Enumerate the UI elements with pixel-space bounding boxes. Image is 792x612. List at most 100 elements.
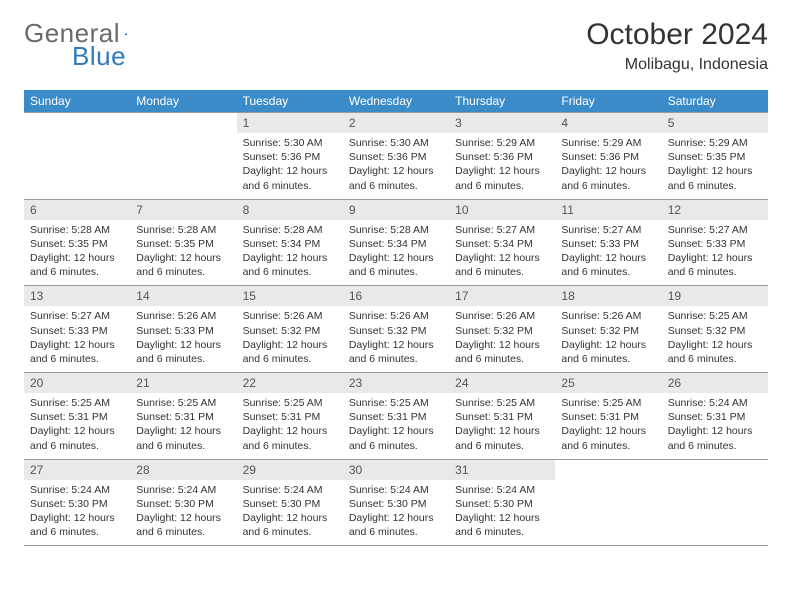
day-detail: Sunrise: 5:28 AMSunset: 5:34 PMDaylight:… bbox=[237, 220, 343, 286]
day-number-row: 17 bbox=[449, 285, 555, 306]
day-number-row: 24 bbox=[449, 372, 555, 393]
day-number: 11 bbox=[555, 200, 661, 220]
day-number-row: 9 bbox=[343, 199, 449, 220]
day-detail: Sunrise: 5:27 AMSunset: 5:34 PMDaylight:… bbox=[449, 220, 555, 286]
day-number: 22 bbox=[237, 373, 343, 393]
page-subtitle: Molibagu, Indonesia bbox=[586, 56, 768, 74]
day-detail: Sunrise: 5:25 AMSunset: 5:31 PMDaylight:… bbox=[130, 393, 236, 459]
day-number-row: 5 bbox=[662, 112, 768, 133]
day-number: 8 bbox=[237, 200, 343, 220]
day-number: 4 bbox=[555, 113, 661, 133]
day-detail: Sunrise: 5:25 AMSunset: 5:31 PMDaylight:… bbox=[555, 393, 661, 459]
day-number-row: 4 bbox=[555, 112, 661, 133]
day-detail: Sunrise: 5:27 AMSunset: 5:33 PMDaylight:… bbox=[555, 220, 661, 286]
day-number: 5 bbox=[662, 113, 768, 133]
logo-word2: Blue bbox=[72, 41, 126, 71]
day-number: 26 bbox=[662, 373, 768, 393]
day-header: Sunday bbox=[24, 90, 130, 112]
day-number: 13 bbox=[24, 286, 130, 306]
day-number: 23 bbox=[343, 373, 449, 393]
day-number-row: 6 bbox=[24, 199, 130, 220]
day-number: 1 bbox=[237, 113, 343, 133]
day-number: 17 bbox=[449, 286, 555, 306]
day-number: 30 bbox=[343, 460, 449, 480]
day-number: 10 bbox=[449, 200, 555, 220]
day-header: Friday bbox=[555, 90, 661, 112]
day-detail: Sunrise: 5:29 AMSunset: 5:35 PMDaylight:… bbox=[662, 133, 768, 199]
day-detail: Sunrise: 5:28 AMSunset: 5:34 PMDaylight:… bbox=[343, 220, 449, 286]
day-detail: Sunrise: 5:24 AMSunset: 5:30 PMDaylight:… bbox=[130, 480, 236, 546]
day-number: 14 bbox=[130, 286, 236, 306]
day-detail: Sunrise: 5:24 AMSunset: 5:30 PMDaylight:… bbox=[449, 480, 555, 546]
day-number-row bbox=[662, 459, 768, 480]
day-number-row: 12 bbox=[662, 199, 768, 220]
day-number-row: 26 bbox=[662, 372, 768, 393]
day-detail: Sunrise: 5:27 AMSunset: 5:33 PMDaylight:… bbox=[24, 306, 130, 372]
day-number: 18 bbox=[555, 286, 661, 306]
day-detail: Sunrise: 5:29 AMSunset: 5:36 PMDaylight:… bbox=[555, 133, 661, 199]
day-number-row: 20 bbox=[24, 372, 130, 393]
day-number-row: 7 bbox=[130, 199, 236, 220]
day-detail: Sunrise: 5:27 AMSunset: 5:33 PMDaylight:… bbox=[662, 220, 768, 286]
day-detail: Sunrise: 5:25 AMSunset: 5:32 PMDaylight:… bbox=[662, 306, 768, 372]
day-detail: Sunrise: 5:28 AMSunset: 5:35 PMDaylight:… bbox=[130, 220, 236, 286]
day-detail: Sunrise: 5:26 AMSunset: 5:32 PMDaylight:… bbox=[237, 306, 343, 372]
day-number-row: 21 bbox=[130, 372, 236, 393]
day-detail: Sunrise: 5:28 AMSunset: 5:35 PMDaylight:… bbox=[24, 220, 130, 286]
page-title: October 2024 bbox=[586, 18, 768, 52]
day-number-row: 23 bbox=[343, 372, 449, 393]
day-number: 2 bbox=[343, 113, 449, 133]
day-detail: Sunrise: 5:26 AMSunset: 5:32 PMDaylight:… bbox=[449, 306, 555, 372]
day-number: 21 bbox=[130, 373, 236, 393]
day-number: 29 bbox=[237, 460, 343, 480]
day-detail: Sunrise: 5:29 AMSunset: 5:36 PMDaylight:… bbox=[449, 133, 555, 199]
day-detail: Sunrise: 5:26 AMSunset: 5:33 PMDaylight:… bbox=[130, 306, 236, 372]
day-detail: Sunrise: 5:26 AMSunset: 5:32 PMDaylight:… bbox=[343, 306, 449, 372]
day-number-row: 27 bbox=[24, 459, 130, 480]
day-number-row: 22 bbox=[237, 372, 343, 393]
day-number-row: 30 bbox=[343, 459, 449, 480]
day-detail bbox=[130, 133, 236, 199]
day-header: Wednesday bbox=[343, 90, 449, 112]
day-number: 19 bbox=[662, 286, 768, 306]
day-number: 3 bbox=[449, 113, 555, 133]
day-detail bbox=[24, 133, 130, 199]
day-number-row: 25 bbox=[555, 372, 661, 393]
day-number-row bbox=[24, 112, 130, 133]
day-number: 9 bbox=[343, 200, 449, 220]
day-number-row: 28 bbox=[130, 459, 236, 480]
day-number-row: 15 bbox=[237, 285, 343, 306]
day-header: Tuesday bbox=[237, 90, 343, 112]
day-number-row: 8 bbox=[237, 199, 343, 220]
day-number-row: 3 bbox=[449, 112, 555, 133]
day-detail: Sunrise: 5:25 AMSunset: 5:31 PMDaylight:… bbox=[449, 393, 555, 459]
day-detail: Sunrise: 5:24 AMSunset: 5:30 PMDaylight:… bbox=[24, 480, 130, 546]
day-header: Thursday bbox=[449, 90, 555, 112]
day-number: 6 bbox=[24, 200, 130, 220]
day-number: 7 bbox=[130, 200, 236, 220]
day-number-row: 2 bbox=[343, 112, 449, 133]
day-detail bbox=[555, 480, 661, 546]
day-number: 27 bbox=[24, 460, 130, 480]
day-detail: Sunrise: 5:30 AMSunset: 5:36 PMDaylight:… bbox=[237, 133, 343, 199]
day-header: Saturday bbox=[662, 90, 768, 112]
day-number-row: 16 bbox=[343, 285, 449, 306]
day-detail: Sunrise: 5:30 AMSunset: 5:36 PMDaylight:… bbox=[343, 133, 449, 199]
day-number: 16 bbox=[343, 286, 449, 306]
day-number: 15 bbox=[237, 286, 343, 306]
day-detail: Sunrise: 5:25 AMSunset: 5:31 PMDaylight:… bbox=[237, 393, 343, 459]
day-number: 24 bbox=[449, 373, 555, 393]
day-number-row bbox=[130, 112, 236, 133]
day-number-row: 10 bbox=[449, 199, 555, 220]
day-detail: Sunrise: 5:25 AMSunset: 5:31 PMDaylight:… bbox=[343, 393, 449, 459]
day-number: 28 bbox=[130, 460, 236, 480]
day-number-row: 19 bbox=[662, 285, 768, 306]
day-number: 20 bbox=[24, 373, 130, 393]
day-detail bbox=[662, 480, 768, 546]
day-number-row: 18 bbox=[555, 285, 661, 306]
day-number-row: 1 bbox=[237, 112, 343, 133]
day-number-row: 13 bbox=[24, 285, 130, 306]
day-number-row bbox=[555, 459, 661, 480]
day-number-row: 14 bbox=[130, 285, 236, 306]
day-number-row: 29 bbox=[237, 459, 343, 480]
